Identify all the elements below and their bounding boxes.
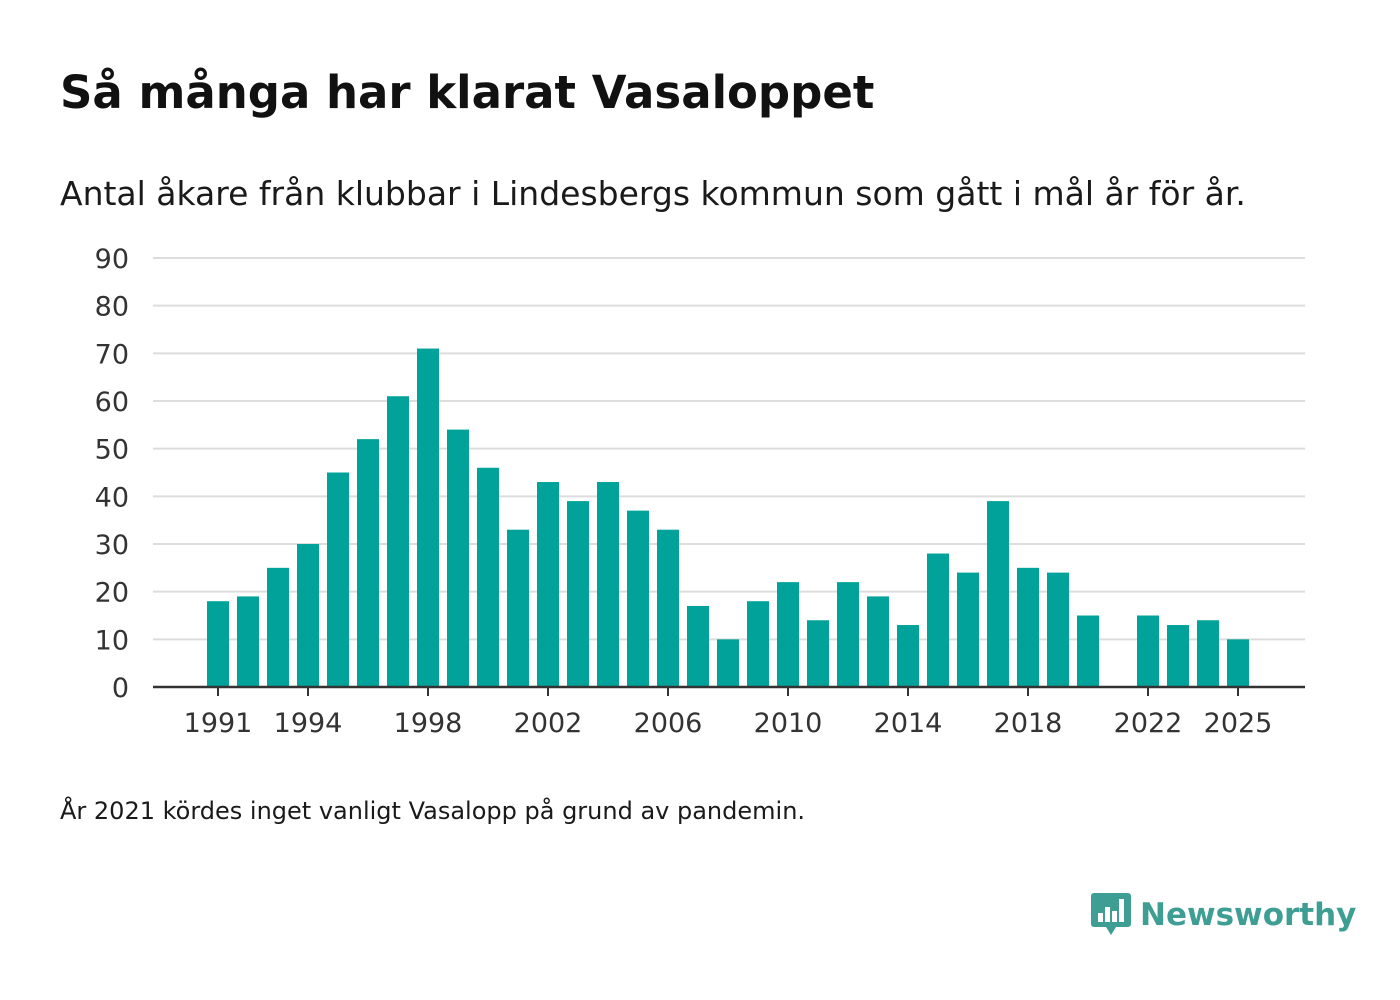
bar-1994 — [297, 544, 319, 687]
bar-2001 — [507, 529, 529, 687]
bar-2011 — [807, 620, 829, 687]
x-tick-label: 1991 — [184, 708, 253, 739]
y-tick-label: 60 — [95, 387, 129, 418]
footnote: År 2021 kördes inget vanligt Vasalopp på… — [60, 797, 806, 825]
bar-2017 — [987, 501, 1009, 687]
bar-2015 — [927, 553, 949, 687]
bar-1998 — [417, 348, 439, 687]
bar-2000 — [477, 467, 499, 687]
gridlines — [153, 257, 1305, 641]
x-tick-label: 2002 — [514, 708, 583, 739]
bar-2016 — [957, 572, 979, 687]
y-tick-label: 0 — [112, 673, 129, 704]
bar-2019 — [1047, 572, 1069, 687]
x-tick-label: 2022 — [1114, 708, 1183, 739]
bar-2007 — [687, 605, 709, 687]
bar-2018 — [1017, 567, 1039, 687]
bar-2020 — [1077, 615, 1099, 687]
y-tick-label: 80 — [95, 292, 129, 323]
bar-1995 — [327, 472, 349, 687]
x-tick-label: 1998 — [394, 708, 463, 739]
bar-2014 — [897, 625, 919, 687]
y-tick-label: 40 — [95, 482, 129, 513]
bar-2009 — [747, 601, 769, 687]
bar-2006 — [657, 529, 679, 687]
bar-2005 — [627, 510, 649, 687]
y-tick-label: 70 — [95, 339, 129, 370]
x-tick-label: 2014 — [874, 708, 943, 739]
bar-2013 — [867, 596, 889, 687]
bar-2002 — [537, 482, 559, 687]
tick-labels: 0 10 20 30 40 50 60 70 80 90 1991 1994 1998 2002 2006 2… — [95, 244, 1273, 739]
chart-subtitle: Antal åkare från klubbar i Lindesbergs k… — [60, 174, 1246, 213]
bars — [207, 348, 1249, 687]
bar-1996 — [357, 439, 379, 687]
bar-1993 — [267, 567, 289, 687]
x-tick-label: 2025 — [1204, 708, 1273, 739]
bar-2023 — [1167, 625, 1189, 687]
brand-logo[interactable]: Newsworthy — [1090, 890, 1356, 940]
chart-title: Så många har klarat Vasaloppet — [60, 66, 875, 119]
y-tick-label: 30 — [95, 530, 129, 561]
bar-2025 — [1227, 639, 1249, 687]
axes — [153, 685, 1305, 696]
x-tick-label: 2010 — [754, 708, 823, 739]
bar-2008 — [717, 639, 739, 687]
bar-2003 — [567, 501, 589, 687]
bar-1999 — [447, 429, 469, 687]
x-tick-label: 1994 — [274, 708, 343, 739]
y-tick-label: 10 — [95, 625, 129, 656]
bar-1992 — [237, 596, 259, 687]
bar-chart: 0 10 20 30 40 50 60 70 80 90 1991 1994 1998 2002 2006 2… — [95, 244, 1305, 739]
y-tick-label: 20 — [95, 578, 129, 609]
brand-name: Newsworthy — [1140, 897, 1357, 933]
bar-1991 — [207, 601, 229, 687]
newsworthy-bar-chart-icon — [1091, 893, 1131, 935]
bar-2004 — [597, 482, 619, 687]
y-tick-label: 90 — [95, 244, 129, 275]
bar-2022 — [1137, 615, 1159, 687]
bar-2012 — [837, 582, 859, 687]
bar-1997 — [387, 396, 409, 687]
bar-2024 — [1197, 620, 1219, 687]
bar-2010 — [777, 582, 799, 687]
x-tick-label: 2018 — [994, 708, 1063, 739]
y-tick-label: 50 — [95, 435, 129, 466]
x-tick-label: 2006 — [634, 708, 703, 739]
